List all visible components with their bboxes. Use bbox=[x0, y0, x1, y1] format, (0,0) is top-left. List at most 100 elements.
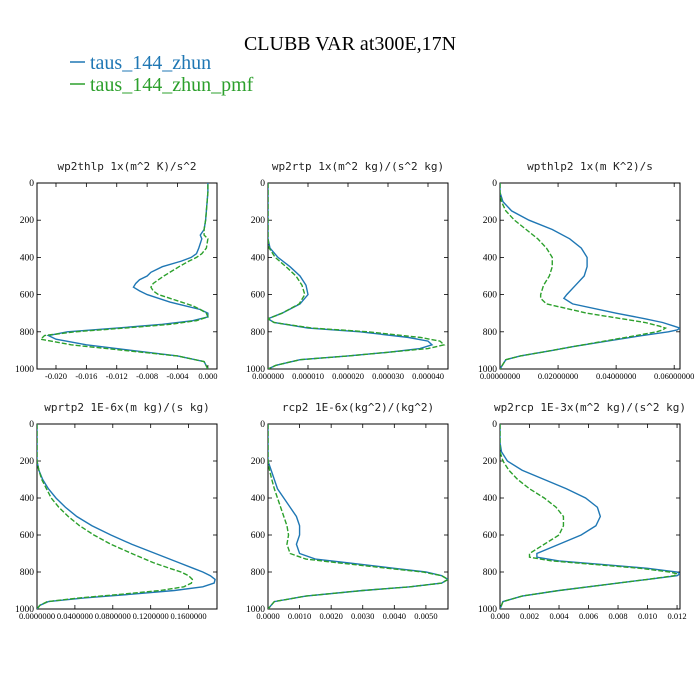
y-tick-label: 400 bbox=[251, 494, 266, 504]
panel-6: wp2rcp 1E-3x(m^2 kg)/(s^2 kg) 0 200 400 600 8… bbox=[478, 401, 687, 621]
x-tick-label: 0.0020 bbox=[319, 611, 342, 621]
y-tick-label: 400 bbox=[251, 253, 266, 263]
x-tick-label: 0.1600000 bbox=[171, 611, 207, 621]
series-line-zhun bbox=[46, 183, 209, 369]
series-line-zhun bbox=[268, 183, 434, 369]
y-tick-label: 800 bbox=[20, 568, 35, 578]
y-tick-label: 1000 bbox=[478, 365, 497, 375]
x-tick-label: 0.0010 bbox=[288, 611, 311, 621]
x-tick-label: 0.010 bbox=[638, 611, 657, 621]
x-tick-label: -0.004 bbox=[167, 371, 190, 381]
y-tick-label: 0 bbox=[29, 420, 34, 430]
y-tick-label: 600 bbox=[483, 531, 498, 541]
panel-5: rcp2 1E-6x(kg^2)/(kg^2) 0 200 400 600 800 1000… bbox=[246, 401, 449, 621]
y-tick-label: 0 bbox=[29, 179, 34, 189]
x-tick-label: 0.0000000 bbox=[19, 611, 55, 621]
panel-2: wp2rtp 1x(m^2 kg)/(s^2 kg) 0 200 400 600 800 1… bbox=[246, 160, 449, 381]
y-tick-label: 1000 bbox=[15, 605, 34, 615]
figure-title: CLUBB VAR at300E,17N bbox=[244, 33, 456, 55]
plot-frame bbox=[499, 423, 681, 610]
panel-3: wpthlp2 1x(m K^2)/s 0 200 400 600 800 10000.00… bbox=[478, 160, 694, 381]
y-tick-label: 0 bbox=[260, 420, 265, 430]
x-tick-label: 0.000 bbox=[490, 611, 509, 621]
series-line-zhun-pmf bbox=[39, 183, 209, 369]
legend: taus_144_zhun taus_144_zhun_pmf bbox=[70, 52, 254, 96]
x-tick-label: 0.000000 bbox=[252, 371, 284, 381]
series-line-zhun bbox=[500, 424, 680, 609]
x-tick-label: 0.000 bbox=[198, 371, 217, 381]
plot-frame bbox=[267, 182, 449, 370]
series-line-zhun-pmf bbox=[268, 424, 448, 609]
y-tick-label: 0 bbox=[260, 179, 265, 189]
plot-frame bbox=[36, 182, 218, 370]
x-tick-label: -0.020 bbox=[45, 371, 67, 381]
x-tick-label: 0.00000000 bbox=[480, 371, 520, 381]
y-tick-label: 800 bbox=[20, 328, 35, 338]
y-tick-label: 400 bbox=[483, 494, 498, 504]
series-line-zhun bbox=[268, 424, 448, 609]
y-tick-label: 600 bbox=[483, 291, 498, 301]
x-tick-label: 0.000010 bbox=[292, 371, 324, 381]
series-line-zhun-pmf bbox=[500, 183, 668, 369]
panel-title: wp2rtp 1x(m^2 kg)/(s^2 kg) bbox=[272, 160, 444, 173]
x-tick-label: 0.004 bbox=[549, 611, 569, 621]
panel-title: wpthlp2 1x(m K^2)/s bbox=[527, 160, 653, 173]
y-tick-label: 800 bbox=[483, 328, 498, 338]
y-tick-label: 800 bbox=[251, 328, 266, 338]
plot-frame bbox=[267, 423, 449, 610]
y-tick-label: 200 bbox=[251, 457, 266, 467]
y-tick-label: 0 bbox=[492, 179, 497, 189]
panel-title: wp2rcp 1E-3x(m^2 kg)/(s^2 kg) bbox=[494, 401, 686, 414]
y-tick-label: 400 bbox=[20, 253, 35, 263]
x-tick-label: -0.012 bbox=[106, 371, 128, 381]
y-tick-label: 400 bbox=[20, 494, 35, 504]
x-tick-label: 0.000020 bbox=[332, 371, 364, 381]
x-tick-label: 0.006 bbox=[579, 611, 598, 621]
y-tick-label: 600 bbox=[20, 531, 35, 541]
series-line-zhun-pmf bbox=[500, 424, 679, 609]
y-tick-label: 1000 bbox=[478, 605, 497, 615]
x-tick-label: 0.008 bbox=[608, 611, 627, 621]
legend-label-1: taus_144_zhun bbox=[90, 52, 211, 74]
y-tick-label: 200 bbox=[483, 457, 498, 467]
y-tick-label: 200 bbox=[251, 216, 266, 226]
panel-1: wp2thlp 1x(m^2 K)/s^2 0 200 400 600 800 1000 -0… bbox=[15, 160, 218, 381]
y-tick-label: 600 bbox=[251, 531, 266, 541]
x-tick-label: 0.06000000 bbox=[654, 371, 694, 381]
y-tick-label: 1000 bbox=[246, 365, 265, 375]
panel-4: wprtp2 1E-6x(m kg)/(s kg) 0 200 400 600 800 10… bbox=[15, 401, 218, 621]
panel-grid: wp2thlp 1x(m^2 K)/s^2 0 200 400 600 800 1000 -0… bbox=[15, 160, 694, 621]
y-tick-label: 800 bbox=[483, 568, 498, 578]
y-tick-label: 400 bbox=[483, 253, 498, 263]
x-tick-label: 0.02000000 bbox=[538, 371, 578, 381]
legend-label-2: taus_144_zhun_pmf bbox=[90, 74, 254, 96]
y-tick-label: 200 bbox=[20, 216, 35, 226]
series-line-zhun-pmf bbox=[37, 424, 194, 609]
y-tick-label: 1000 bbox=[15, 365, 34, 375]
x-tick-label: -0.016 bbox=[75, 371, 97, 381]
x-tick-label: -0.008 bbox=[136, 371, 158, 381]
y-tick-label: 200 bbox=[483, 216, 498, 226]
y-tick-label: 800 bbox=[251, 568, 266, 578]
x-tick-label: 0.0030 bbox=[351, 611, 374, 621]
x-tick-label: 0.012 bbox=[667, 611, 686, 621]
panel-title: wprtp2 1E-6x(m kg)/(s kg) bbox=[44, 401, 210, 414]
x-tick-label: 0.0800000 bbox=[95, 611, 131, 621]
x-tick-label: 0.1200000 bbox=[133, 611, 169, 621]
plot-frame bbox=[499, 182, 681, 370]
x-tick-label: 0.002 bbox=[520, 611, 539, 621]
x-tick-label: 0.04000000 bbox=[596, 371, 636, 381]
x-tick-label: 0.0000 bbox=[256, 611, 279, 621]
panel-title: wp2thlp 1x(m^2 K)/s^2 bbox=[57, 160, 196, 173]
y-tick-label: 1000 bbox=[246, 605, 265, 615]
series-line-zhun bbox=[37, 424, 216, 609]
x-tick-label: 0.0050 bbox=[414, 611, 437, 621]
x-tick-label: 0.0400000 bbox=[57, 611, 93, 621]
x-tick-label: 0.000040 bbox=[412, 371, 444, 381]
series-line-zhun bbox=[500, 183, 680, 369]
x-tick-label: 0.0040 bbox=[383, 611, 406, 621]
y-tick-label: 0 bbox=[492, 420, 497, 430]
plot-frame bbox=[36, 423, 218, 610]
y-tick-label: 600 bbox=[20, 291, 35, 301]
